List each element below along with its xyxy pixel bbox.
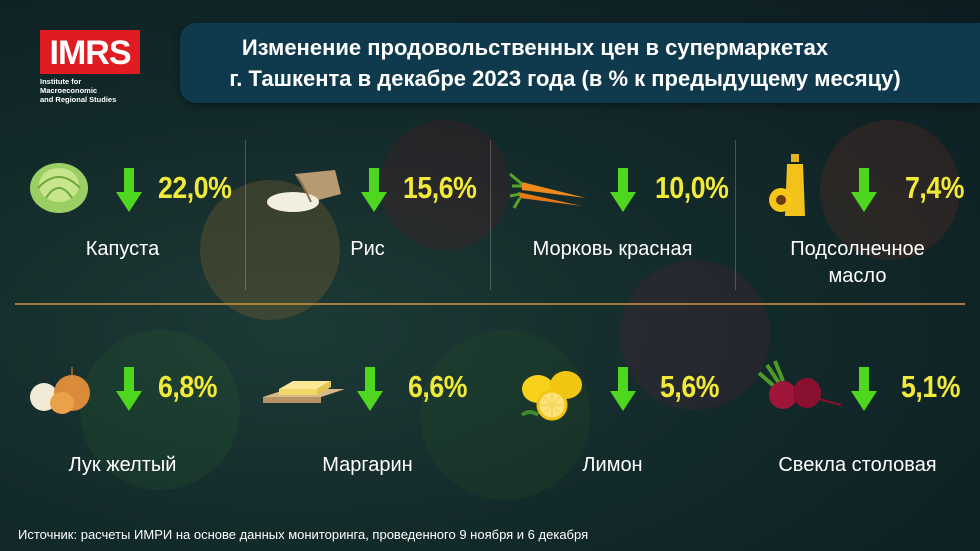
carrot-icon [509,172,586,209]
price-change-value: 15,6% [403,170,477,205]
price-card-onion: 6,8% Лук желтый [0,355,245,495]
down-arrow-icon [610,168,636,212]
title-line-1: Изменение продовольственных цен в суперм… [241,35,829,60]
price-card-cabbage: 22,0% Капуста [0,150,245,290]
down-arrow-icon [116,168,142,212]
down-arrow-icon [610,367,636,411]
logo-subtitle: Institute for Macroeconomic and Regional… [40,77,140,104]
column-divider [490,140,491,290]
lemon-icon [520,371,582,421]
product-name: Лук желтый [68,454,177,476]
logo-subtitle-line2: and Regional Studies [40,95,117,104]
price-card-lemon: 5,6% Лимон [490,355,735,495]
down-arrow-icon [357,367,383,411]
logo-brand: IMRS [40,30,140,74]
price-card-sunflower-oil: 7,4% Подсолнечное масло [735,150,980,290]
product-name-line2: масло [828,265,887,287]
background-decoration [620,260,770,410]
product-name-line1: Подсолнечное [790,238,925,260]
down-arrow-icon [361,168,387,212]
price-card-carrot: 10,0% Морковь красная [490,150,735,290]
down-arrow-icon [116,367,142,411]
price-card-beet: 5,1% Свекла столовая [735,355,980,495]
column-divider [735,140,736,290]
imrs-logo: IMRS Institute for Macroeconomic and Reg… [40,30,140,104]
rice-sack-icon [267,170,341,212]
product-name: Рис [350,238,385,260]
price-change-value: 6,8% [158,369,218,404]
price-change-value: 5,6% [660,369,720,404]
price-change-value: 5,1% [901,369,961,404]
cabbage-icon [30,163,88,213]
source-note: Источник: расчеты ИМРИ на основе данных … [18,527,589,542]
price-change-value: 7,4% [905,170,965,205]
background-decoration [380,120,510,250]
sunflower-oil-icon [769,154,805,216]
product-name: Капуста [85,238,160,260]
column-divider [245,140,246,290]
background-decoration [80,330,240,490]
product-name: Лимон [582,454,643,476]
onion-icon [30,367,90,414]
price-card-rice: 15,6% Рис [245,150,490,290]
price-card-margarine: 6,6% Маргарин [245,355,490,495]
down-arrow-icon [851,168,877,212]
margarine-icon [263,381,345,403]
title-banner: Изменение продовольственных цен в суперм… [180,23,980,103]
product-name: Подсолнечное масло [735,236,980,290]
down-arrow-icon [851,367,877,411]
title-line-2: г. Ташкента в декабре 2023 года (в % к п… [229,66,901,91]
price-change-value: 10,0% [655,170,729,205]
beet-icon [757,360,842,409]
logo-subtitle-line1: Institute for Macroeconomic [40,77,98,95]
product-name: Свекла столовая [778,454,937,476]
price-change-value: 22,0% [158,170,232,205]
price-change-value: 6,6% [408,369,468,404]
background-decoration [820,120,960,260]
product-name: Морковь красная [532,238,693,260]
row-divider [15,303,965,305]
product-name: Маргарин [322,454,413,476]
